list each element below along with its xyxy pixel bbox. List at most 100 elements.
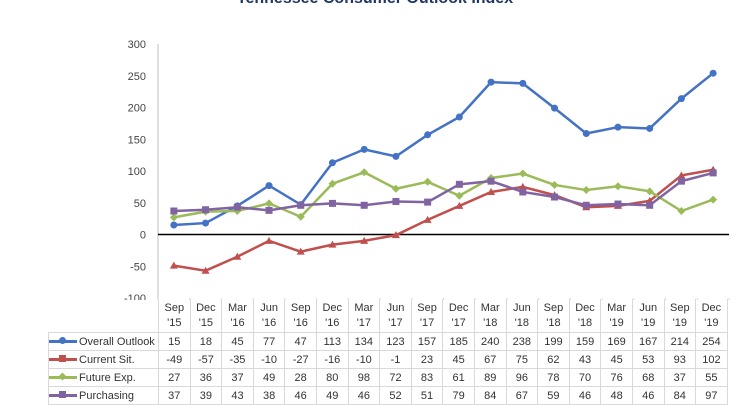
data-point	[202, 219, 210, 227]
data-label: 238	[505, 332, 539, 351]
x-tick-year: '15	[167, 316, 182, 329]
series-name: Current Sit.	[79, 353, 135, 366]
data-point	[233, 252, 242, 260]
data-point	[423, 215, 432, 223]
data-point	[265, 182, 273, 190]
table-corner	[49, 299, 159, 333]
data-label: 89	[473, 368, 507, 387]
x-tick-label: Sep '17	[410, 299, 444, 333]
data-label: 214	[663, 332, 697, 351]
x-tick-label: Mar '17	[347, 299, 381, 333]
x-tick-label: Sep '15	[158, 299, 191, 333]
x-tick-year: '18	[514, 316, 529, 329]
y-tick-label: -100	[124, 293, 146, 300]
x-tick-month: Dec	[322, 301, 343, 314]
y-tick-label: 150	[128, 134, 146, 146]
data-label: 23	[410, 350, 444, 369]
data-point	[582, 201, 590, 209]
legend-key-icon	[49, 355, 77, 363]
table-row: Purchasing 37 39 43 38 46 49 46 52 51 79 84 67 59 46 48…	[48, 386, 728, 405]
data-label: 55	[695, 368, 728, 387]
x-tick-label: Sep '16	[284, 299, 317, 333]
data-point	[328, 199, 336, 207]
data-label: 62	[537, 350, 570, 369]
x-tick-year: '17	[451, 316, 466, 329]
data-point	[424, 198, 432, 206]
series-line-0	[173, 72, 714, 227]
data-label: 28	[284, 368, 317, 387]
series-line-3	[173, 171, 714, 213]
x-tick-year: '17	[356, 316, 372, 329]
x-tick-month: Dec	[701, 301, 722, 314]
y-tick-label: 50	[134, 198, 146, 210]
data-point	[296, 247, 305, 255]
data-point	[487, 187, 496, 195]
x-tick-month: Dec	[575, 301, 595, 314]
data-label: 67	[505, 386, 539, 405]
data-label: 79	[442, 386, 475, 405]
x-tick-month: Dec	[448, 301, 469, 314]
data-point	[169, 213, 178, 222]
x-tick-year: '18	[546, 316, 561, 329]
y-tick-label: 100	[128, 166, 146, 178]
x-tick-year: '15	[198, 316, 214, 329]
x-tick-month: Mar	[607, 301, 627, 314]
x-tick-month: Sep	[417, 301, 437, 314]
series-line-1	[173, 168, 714, 272]
data-point	[391, 231, 400, 239]
data-label: 46	[347, 386, 381, 405]
data-point	[296, 212, 305, 221]
table-row: Current Sit. -49 -57 -35 -10 -27 -16 -10 -1 23 45 6…	[48, 350, 728, 369]
data-label: 37	[221, 368, 254, 387]
data-label: 123	[379, 332, 412, 351]
data-point	[677, 95, 685, 103]
x-tick-month: Dec	[196, 301, 216, 314]
data-label: 46	[568, 386, 602, 405]
data-point	[297, 201, 305, 209]
data-point	[328, 240, 337, 248]
x-tick-label: Mar '18	[473, 299, 507, 333]
y-tick-label: 0	[140, 230, 146, 242]
x-tick-year: '16	[293, 316, 308, 329]
data-label: 76	[600, 368, 633, 387]
legend-entry: Purchasing	[48, 386, 159, 405]
data-label: 47	[284, 332, 317, 351]
data-point	[360, 145, 368, 153]
x-tick-year: '16	[230, 316, 245, 329]
x-tick-month: Mar	[228, 301, 247, 314]
data-label: 72	[379, 368, 412, 387]
data-label: 70	[568, 368, 602, 387]
x-tick-year: '19	[609, 316, 624, 329]
data-point	[614, 123, 622, 131]
legend-key-icon	[49, 337, 77, 345]
data-point	[646, 124, 654, 132]
legend-entry: Overall Outlook	[48, 332, 159, 351]
data-label: 39	[189, 386, 223, 405]
series-name: Purchasing	[79, 389, 135, 402]
x-tick-year: '16	[261, 316, 277, 329]
data-point	[360, 201, 368, 209]
x-tick-label: Jun '19	[631, 299, 665, 333]
data-label: 51	[410, 386, 444, 405]
data-point	[645, 187, 654, 196]
x-tick-label: Sep '19	[663, 299, 697, 333]
data-label: 84	[473, 386, 507, 405]
table-row: Future Exp. 27 36 37 49 28 80 98 72 83 61 89 96 78 70 7…	[48, 368, 728, 387]
data-label: 38	[252, 386, 286, 405]
data-point	[646, 201, 654, 209]
data-label: 45	[600, 350, 633, 369]
data-point	[519, 79, 527, 87]
data-point	[360, 236, 369, 244]
data-label: 52	[379, 386, 412, 405]
data-label: 199	[537, 332, 570, 351]
y-tick-label: 200	[128, 103, 146, 115]
data-point	[519, 188, 527, 196]
x-tick-label: Mar '16	[221, 299, 254, 333]
data-label: 169	[600, 332, 633, 351]
data-point	[423, 177, 432, 186]
data-label: -27	[284, 350, 317, 369]
data-label: -57	[189, 350, 223, 369]
x-tick-year: '16	[325, 316, 340, 329]
data-label: -35	[221, 350, 254, 369]
data-label: 46	[284, 386, 317, 405]
